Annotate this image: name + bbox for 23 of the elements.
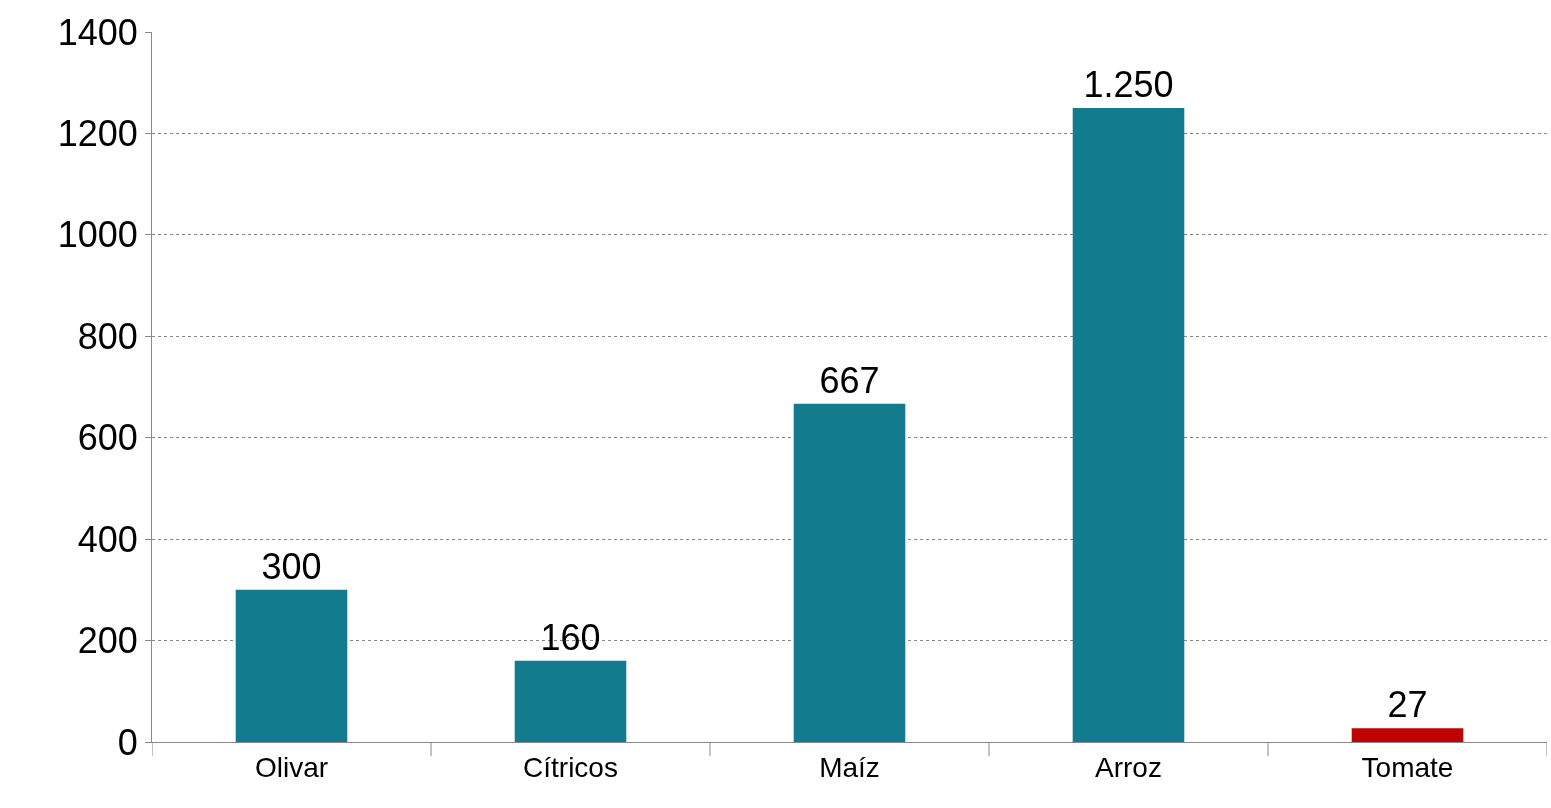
x-tick-label: Arroz — [1095, 751, 1162, 783]
bar — [235, 589, 348, 742]
x-tick-label: Olivar — [254, 751, 329, 783]
y-tick-label: 0 — [117, 721, 138, 763]
y-tick-label: 800 — [77, 315, 138, 357]
data-label: 1.250 — [1083, 64, 1174, 106]
data-label: 160 — [540, 616, 601, 658]
bar — [1072, 108, 1185, 742]
data-label: 667 — [819, 359, 880, 401]
x-tick-label: Tomate — [1361, 751, 1454, 783]
x-tick-label: Maíz — [819, 751, 880, 783]
y-tick-label: 400 — [77, 518, 138, 560]
x-tick-label: Cítricos — [523, 751, 618, 783]
y-tick-label: 200 — [77, 620, 138, 662]
y-tick-label: 1200 — [57, 113, 138, 155]
data-label: 300 — [261, 545, 322, 587]
y-tick-label: 600 — [77, 417, 138, 459]
bar — [793, 403, 906, 742]
bar — [1351, 728, 1464, 742]
data-label: 27 — [1387, 684, 1428, 726]
y-tick-label: 1400 — [57, 11, 138, 53]
bar — [514, 660, 627, 742]
y-tick-label: 1000 — [57, 214, 138, 256]
